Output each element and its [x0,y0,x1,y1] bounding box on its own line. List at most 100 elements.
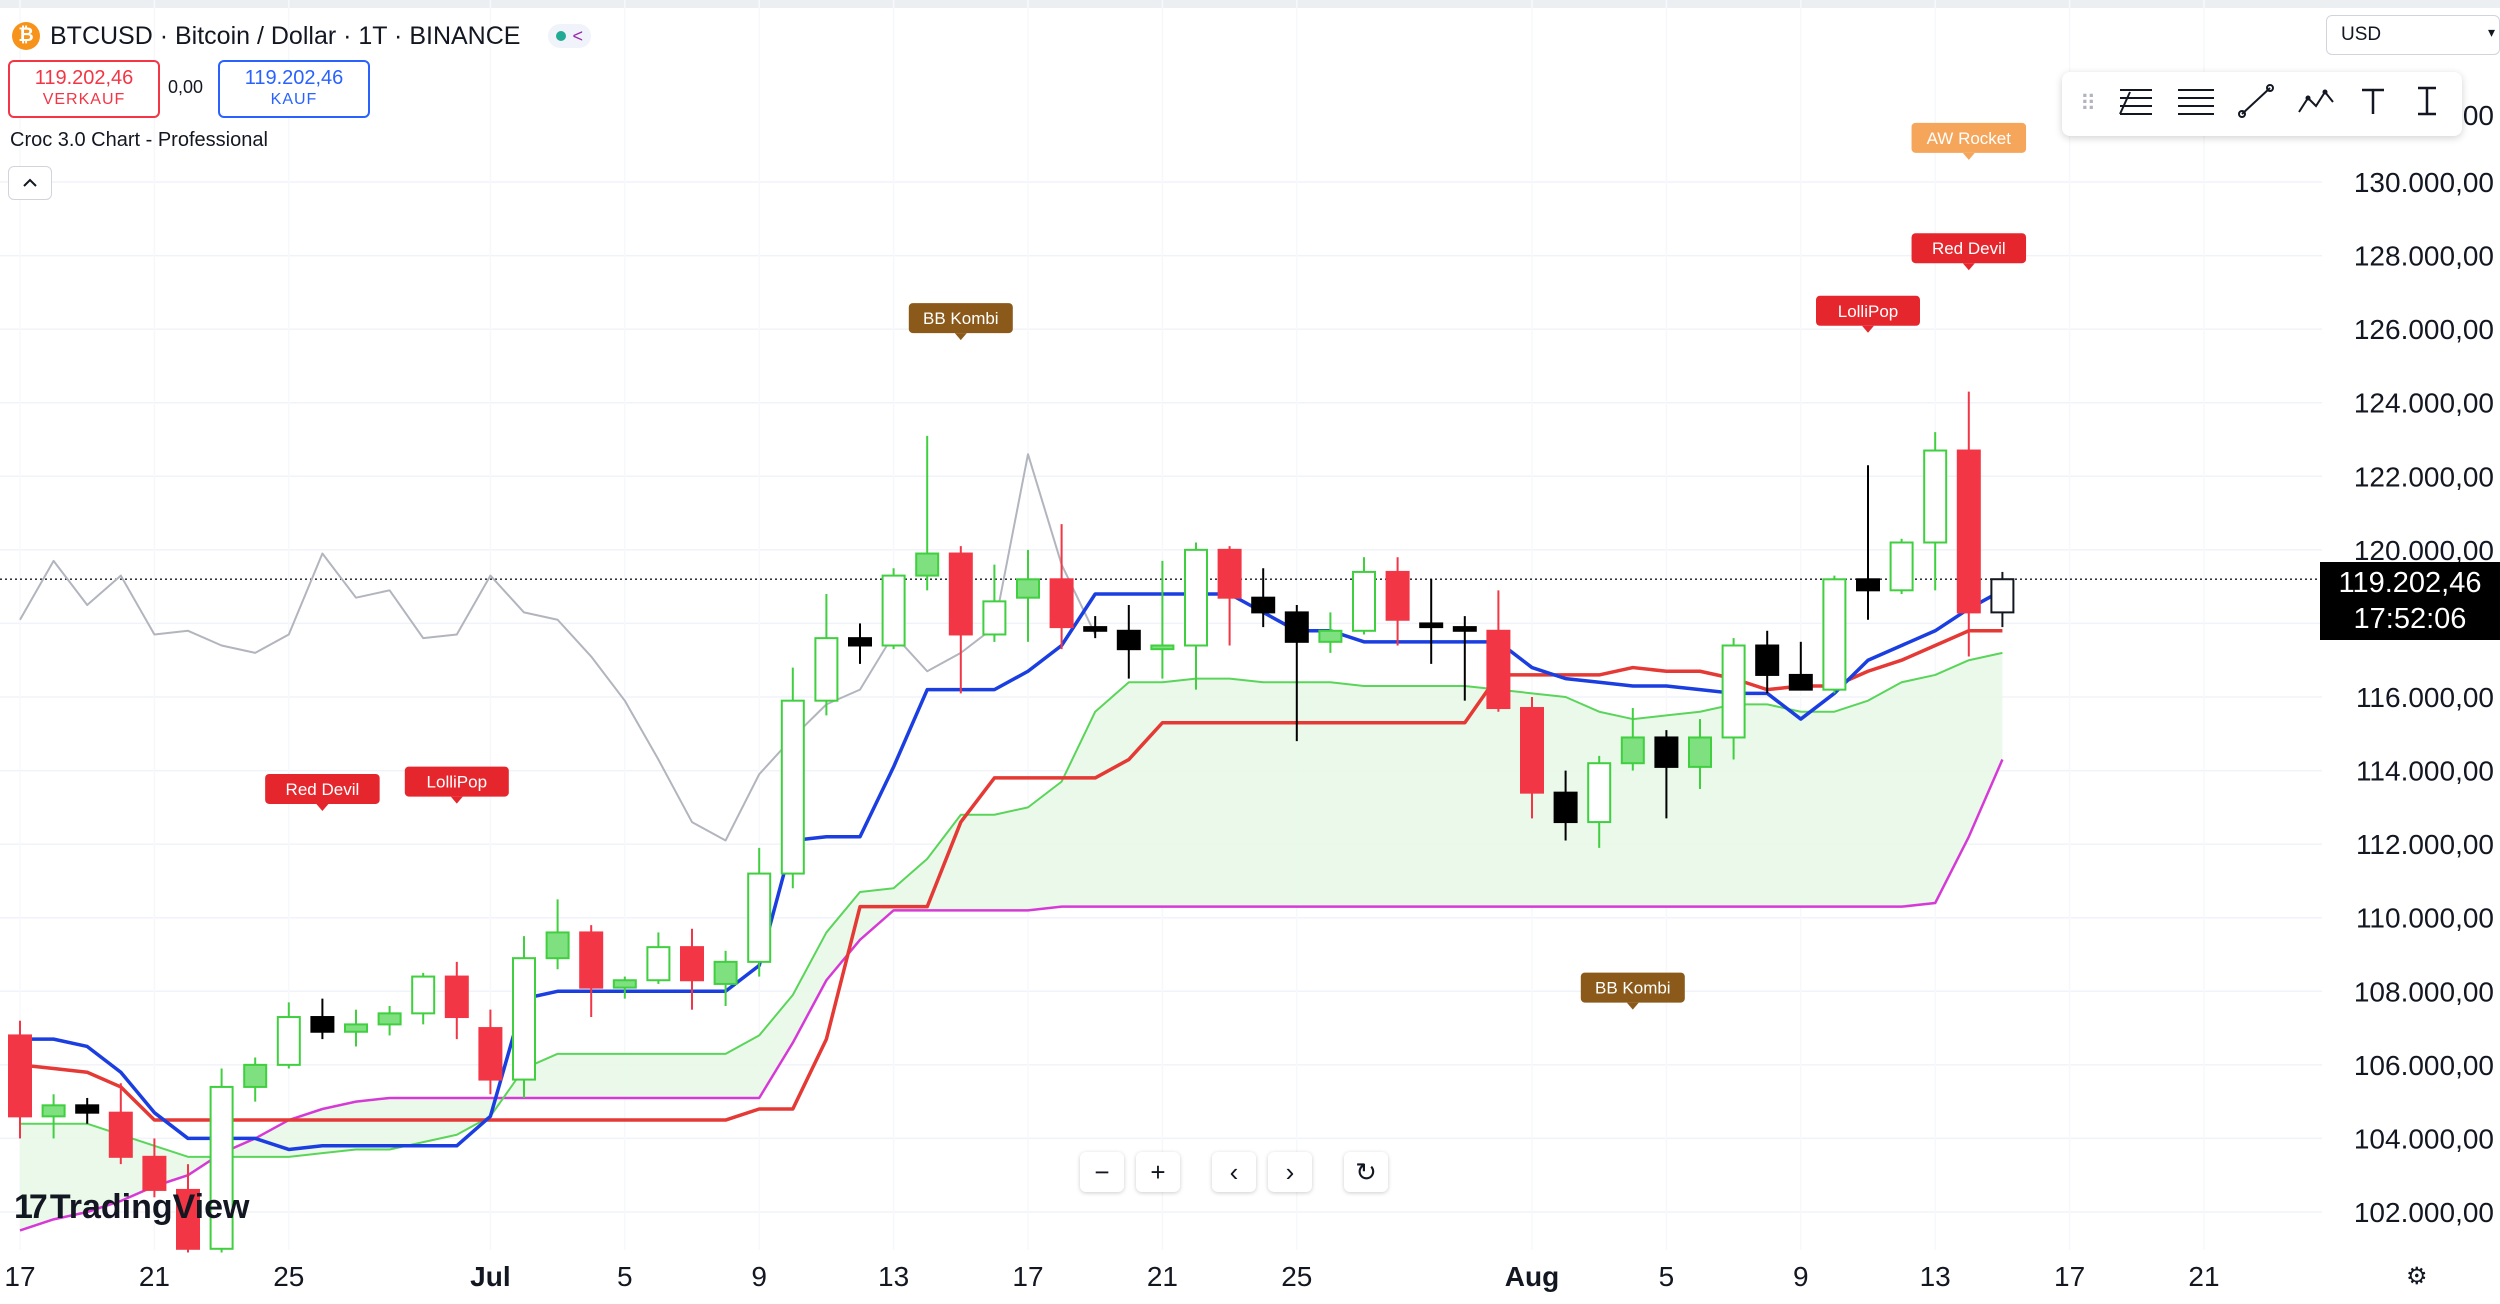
candle-body [444,975,469,1019]
top-border [0,0,2500,8]
status-pill[interactable]: < [548,24,591,48]
drawing-toolbar[interactable]: ⠿ [2062,72,2462,136]
candle-body [545,931,570,960]
time-tick-label: Aug [1505,1261,1559,1292]
candle-body [1520,707,1544,794]
candle-body [680,946,704,982]
indicator-name[interactable]: Croc 3.0 Chart - Professional [10,129,268,151]
horizontal-lines-icon[interactable] [2176,84,2216,125]
buy-button[interactable]: 119.202,46 KAUF [218,60,370,118]
candle-body [1217,548,1242,599]
signal-pointer [1626,1002,1639,1010]
bar-countdown: 17:52:06 [2353,603,2467,635]
candle-body [1116,629,1141,651]
candle-body [1049,578,1074,629]
signal-label: AW Rocket [1911,122,2027,160]
candle-body [747,872,772,963]
price-tick-label: 116.000,00 [2356,682,2494,713]
zoom-out-button[interactable]: − [1080,1152,1124,1192]
candles [8,391,2015,1253]
current-price-label: 119.202,46 17:52:06 [2320,562,2500,640]
candle-body [1923,449,1948,544]
candle-body [1352,570,1376,632]
candle-body [713,960,738,985]
candle-body [1553,791,1578,824]
candle-body [276,1016,301,1066]
time-tick-label: 17 [4,1261,35,1292]
grip-icon[interactable]: ⠿ [2079,91,2097,116]
price-tick-label: 112.000,00 [2356,829,2494,860]
candle-body [982,600,1007,636]
candle-body [108,1111,133,1158]
candle-body [41,1104,66,1118]
time-tick-label: 13 [878,1261,909,1292]
candle-body [780,699,805,875]
candle-body [1721,644,1746,739]
grid-lines [0,181,2322,1213]
symbol-header[interactable]: ₿ BTCUSD · Bitcoin / Dollar · 1T · BINAN… [12,18,591,54]
settings-icon[interactable]: ⚙ [2406,1263,2428,1290]
zoom-in-button[interactable]: + [1136,1152,1180,1192]
candle-body [1587,762,1612,824]
time-tick-label: 5 [617,1261,633,1292]
indicator-lines [19,453,2004,1232]
candle-body [1856,578,1880,592]
candle-body [948,552,973,636]
signal-box [404,766,509,797]
span-b-line [19,759,2004,1232]
signal-label: LolliPop [404,766,509,804]
signal-box [1816,295,1920,326]
signal-text: Red Devil [1932,239,2006,258]
candle-body [1150,644,1175,651]
candle-body [646,946,671,982]
time-tick-label: 9 [751,1261,767,1292]
scroll-right-button[interactable]: › [1268,1152,1312,1192]
candle-body [579,931,604,989]
tradingview-logo-text: TradingView [49,1188,250,1226]
price-tick-label: 128.000,00 [2354,241,2494,272]
signal-label: BB Kombi [1580,972,1685,1010]
time-tick-label: 13 [1920,1261,1951,1292]
chevron-up-icon[interactable] [8,166,52,200]
share-icon[interactable]: < [572,25,583,46]
cursor-text-icon[interactable] [2410,84,2444,125]
candle-body [814,637,839,702]
signal-pointer [1962,152,1975,160]
signal-box [265,773,380,804]
time-tick-label: 21 [1147,1261,1178,1292]
candle-body [1385,570,1410,621]
time-tick-label: 21 [2188,1261,2219,1292]
symbol-title[interactable]: BTCUSD · Bitcoin / Dollar · 1T · BINANCE [50,21,521,50]
spread-value: 0,00 [168,77,204,97]
candle-body [1486,629,1511,710]
candle-body [1251,596,1276,614]
signal-label: LolliPop [1816,295,1920,333]
sell-button[interactable]: 119.202,46 VERKAUF [8,60,160,118]
price-axis: 102.000,00 104.000,00 106.000,00 108.000,00… [2354,100,2494,1228]
candle-body [1419,622,1444,629]
signal-text: LolliPop [1838,302,1899,321]
signal-text: AW Rocket [1927,129,2012,148]
signal-text: BB Kombi [923,309,999,328]
candle-body [848,637,872,647]
currency-select[interactable]: USD ▾ [2326,15,2500,55]
price-tick-label: 108.000,00 [2354,976,2494,1007]
text-icon[interactable] [2356,84,2390,125]
tenkan-line [20,588,2004,1152]
pattern-icon[interactable] [2296,84,2336,125]
time-tick-label: 17 [1012,1261,1043,1292]
trend-fib-icon[interactable] [2116,84,2156,125]
signal-box [1911,233,2027,264]
candle-body [915,552,940,577]
tradingview-logo: 17 TradingView [14,1188,249,1227]
reset-chart-button[interactable]: ↻ [1344,1152,1388,1192]
signal-pointer [1962,263,1975,271]
time-tick-label: 5 [1659,1261,1675,1292]
scroll-left-button[interactable]: ‹ [1212,1152,1256,1192]
price-tick-label: 110.000,00 [2356,903,2494,934]
zoom-controls[interactable]: − + ‹ › ↻ [1080,1152,1388,1192]
candle-body [176,1188,200,1250]
signal-text: LolliPop [427,773,488,792]
line-icon[interactable] [2236,83,2276,125]
